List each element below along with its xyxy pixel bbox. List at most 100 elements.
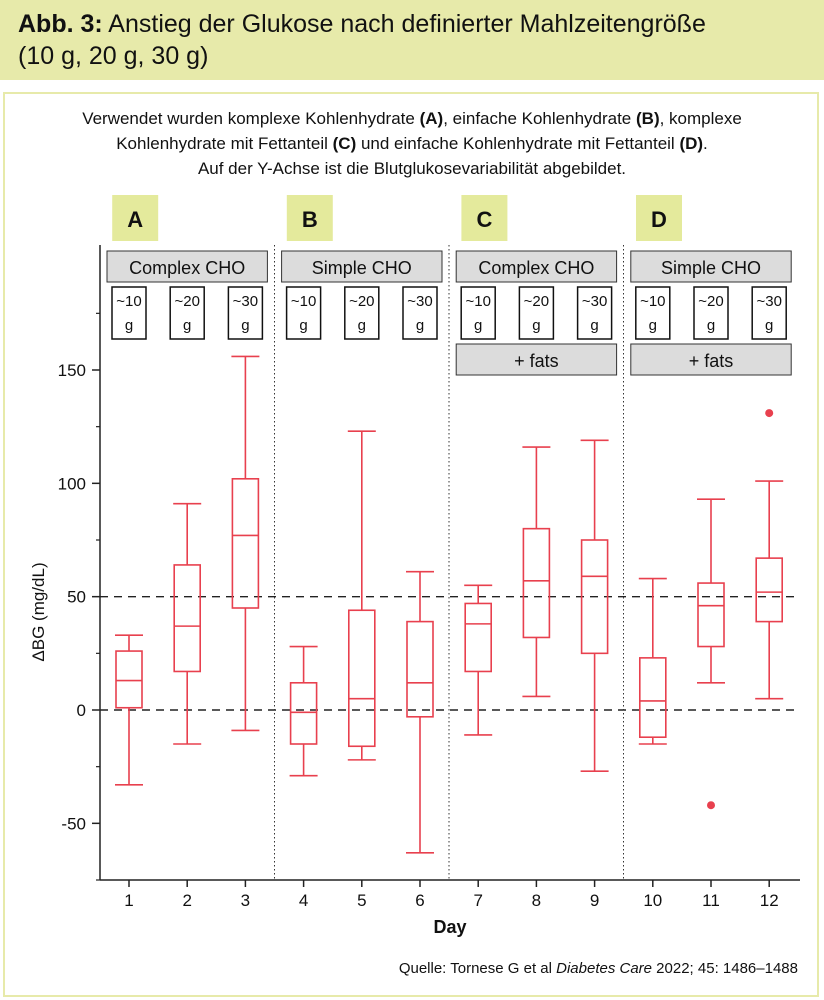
box-iqr [289,681,318,745]
dose-unit: g [532,317,540,334]
y-tick-label: 100 [58,474,86,493]
figure-number: Abb. 3: [18,10,103,38]
group-category-box [281,250,443,283]
group-category-box [106,250,268,283]
dose-amount: ~20 [174,293,199,310]
fats-box [630,343,792,376]
dose-box [751,286,787,340]
box-iqr [580,539,609,655]
box-iqr [231,477,260,609]
dose-box [227,286,264,340]
box-iqr [638,657,667,738]
x-tick-label: 11 [702,891,720,910]
group-letter-box [286,195,333,241]
figure-title: Abb. 3: Anstieg der Glukose nach definie… [18,8,806,40]
dose-amount: ~30 [233,293,258,310]
dose-amount: ~30 [407,293,432,310]
dose-amount: ~10 [465,293,490,310]
fats-box [455,343,618,376]
dose-amount: ~20 [698,293,723,310]
dose-box [402,286,438,340]
source-citation: Quelle: Tornese G et al Diabetes Care 20… [398,960,798,977]
x-tick-label: 1 [124,891,133,910]
outlier-point [707,801,715,810]
x-tick-label: 4 [299,891,308,910]
y-tick-label: 0 [77,701,86,720]
figure-description: Verwendet wurden komplexe Kohlenhydrate … [0,106,824,181]
box-iqr [347,609,376,748]
dose-box [111,286,147,340]
group-letter: B [302,207,318,232]
dose-amount: ~30 [756,293,781,310]
y-tick-label: 50 [67,588,86,607]
dose-amount: ~30 [582,293,607,310]
description-line-2: Kohlenhydrate mit Fettanteil (C) und ein… [116,134,708,153]
box-iqr [522,527,551,639]
dose-box [169,286,205,340]
dose-box [693,286,729,340]
x-tick-label: 8 [532,891,541,910]
dose-unit: g [241,317,249,334]
group-letter-box [112,195,159,241]
x-tick-label: 10 [643,891,662,910]
group-category-label: Complex CHO [129,258,245,278]
dose-unit: g [125,317,133,334]
dose-unit: g [707,317,715,334]
x-tick-label: 2 [182,891,191,910]
dose-unit: g [299,317,307,334]
dose-unit: g [416,317,424,334]
box-iqr [697,582,725,648]
group-category-label: Complex CHO [478,258,594,278]
box-iqr [755,557,784,623]
x-axis-label: Day [433,917,466,937]
dose-box [344,286,380,340]
figure-title-text: Anstieg der Glukose nach definierter Mah… [108,10,706,38]
dose-box [460,286,496,340]
figure-header: Abb. 3: Anstieg der Glukose nach definie… [0,0,824,80]
x-tick-label: 3 [241,891,250,910]
dose-box [285,286,322,340]
dose-box [635,286,671,340]
figure-title-line2: (10 g, 20 g, 30 g) [18,42,209,70]
group-letter-box [461,195,508,241]
dose-unit: g [649,317,657,334]
group-category-label: Simple CHO [312,258,412,278]
dose-amount: ~10 [291,293,316,310]
y-axis-label: ΔBG (mg/dL) [29,562,48,661]
box-iqr [406,620,434,718]
box-iqr [173,564,201,673]
x-tick-label: 6 [415,891,424,910]
x-tick-label: 7 [473,891,482,910]
box-iqr [464,602,493,673]
dose-amount: ~10 [640,293,665,310]
dose-box [576,286,613,340]
group-letter: A [127,207,143,232]
dose-unit: g [765,317,773,334]
fats-label: + fats [514,351,559,371]
dose-box [518,286,555,340]
group-category-box [455,250,618,283]
x-tick-label: 12 [760,891,779,910]
dose-amount: ~20 [524,293,549,310]
outlier-point [765,409,774,418]
group-letter: D [651,207,667,232]
box-iqr [115,650,143,709]
dose-unit: g [183,317,191,334]
dose-unit: g [590,317,598,334]
group-letter: C [476,207,492,232]
dose-unit: g [474,317,482,334]
group-category-box [630,250,792,283]
group-category-label: Simple CHO [661,258,761,278]
group-letter-box [636,195,682,241]
journal-name: Diabetes Care [556,960,653,977]
y-tick-label: 150 [58,361,86,380]
description-line-1: Verwendet wurden komplexe Kohlenhydrate … [82,109,742,128]
dose-amount: ~20 [349,293,374,310]
x-tick-label: 9 [590,891,599,910]
dose-amount: ~10 [116,293,141,310]
fats-label: + fats [689,351,734,371]
x-tick-label: 5 [357,891,366,910]
description-line-3: Auf der Y-Achse ist die Blutglukosevaria… [197,159,627,178]
y-tick-label: -50 [61,814,86,833]
